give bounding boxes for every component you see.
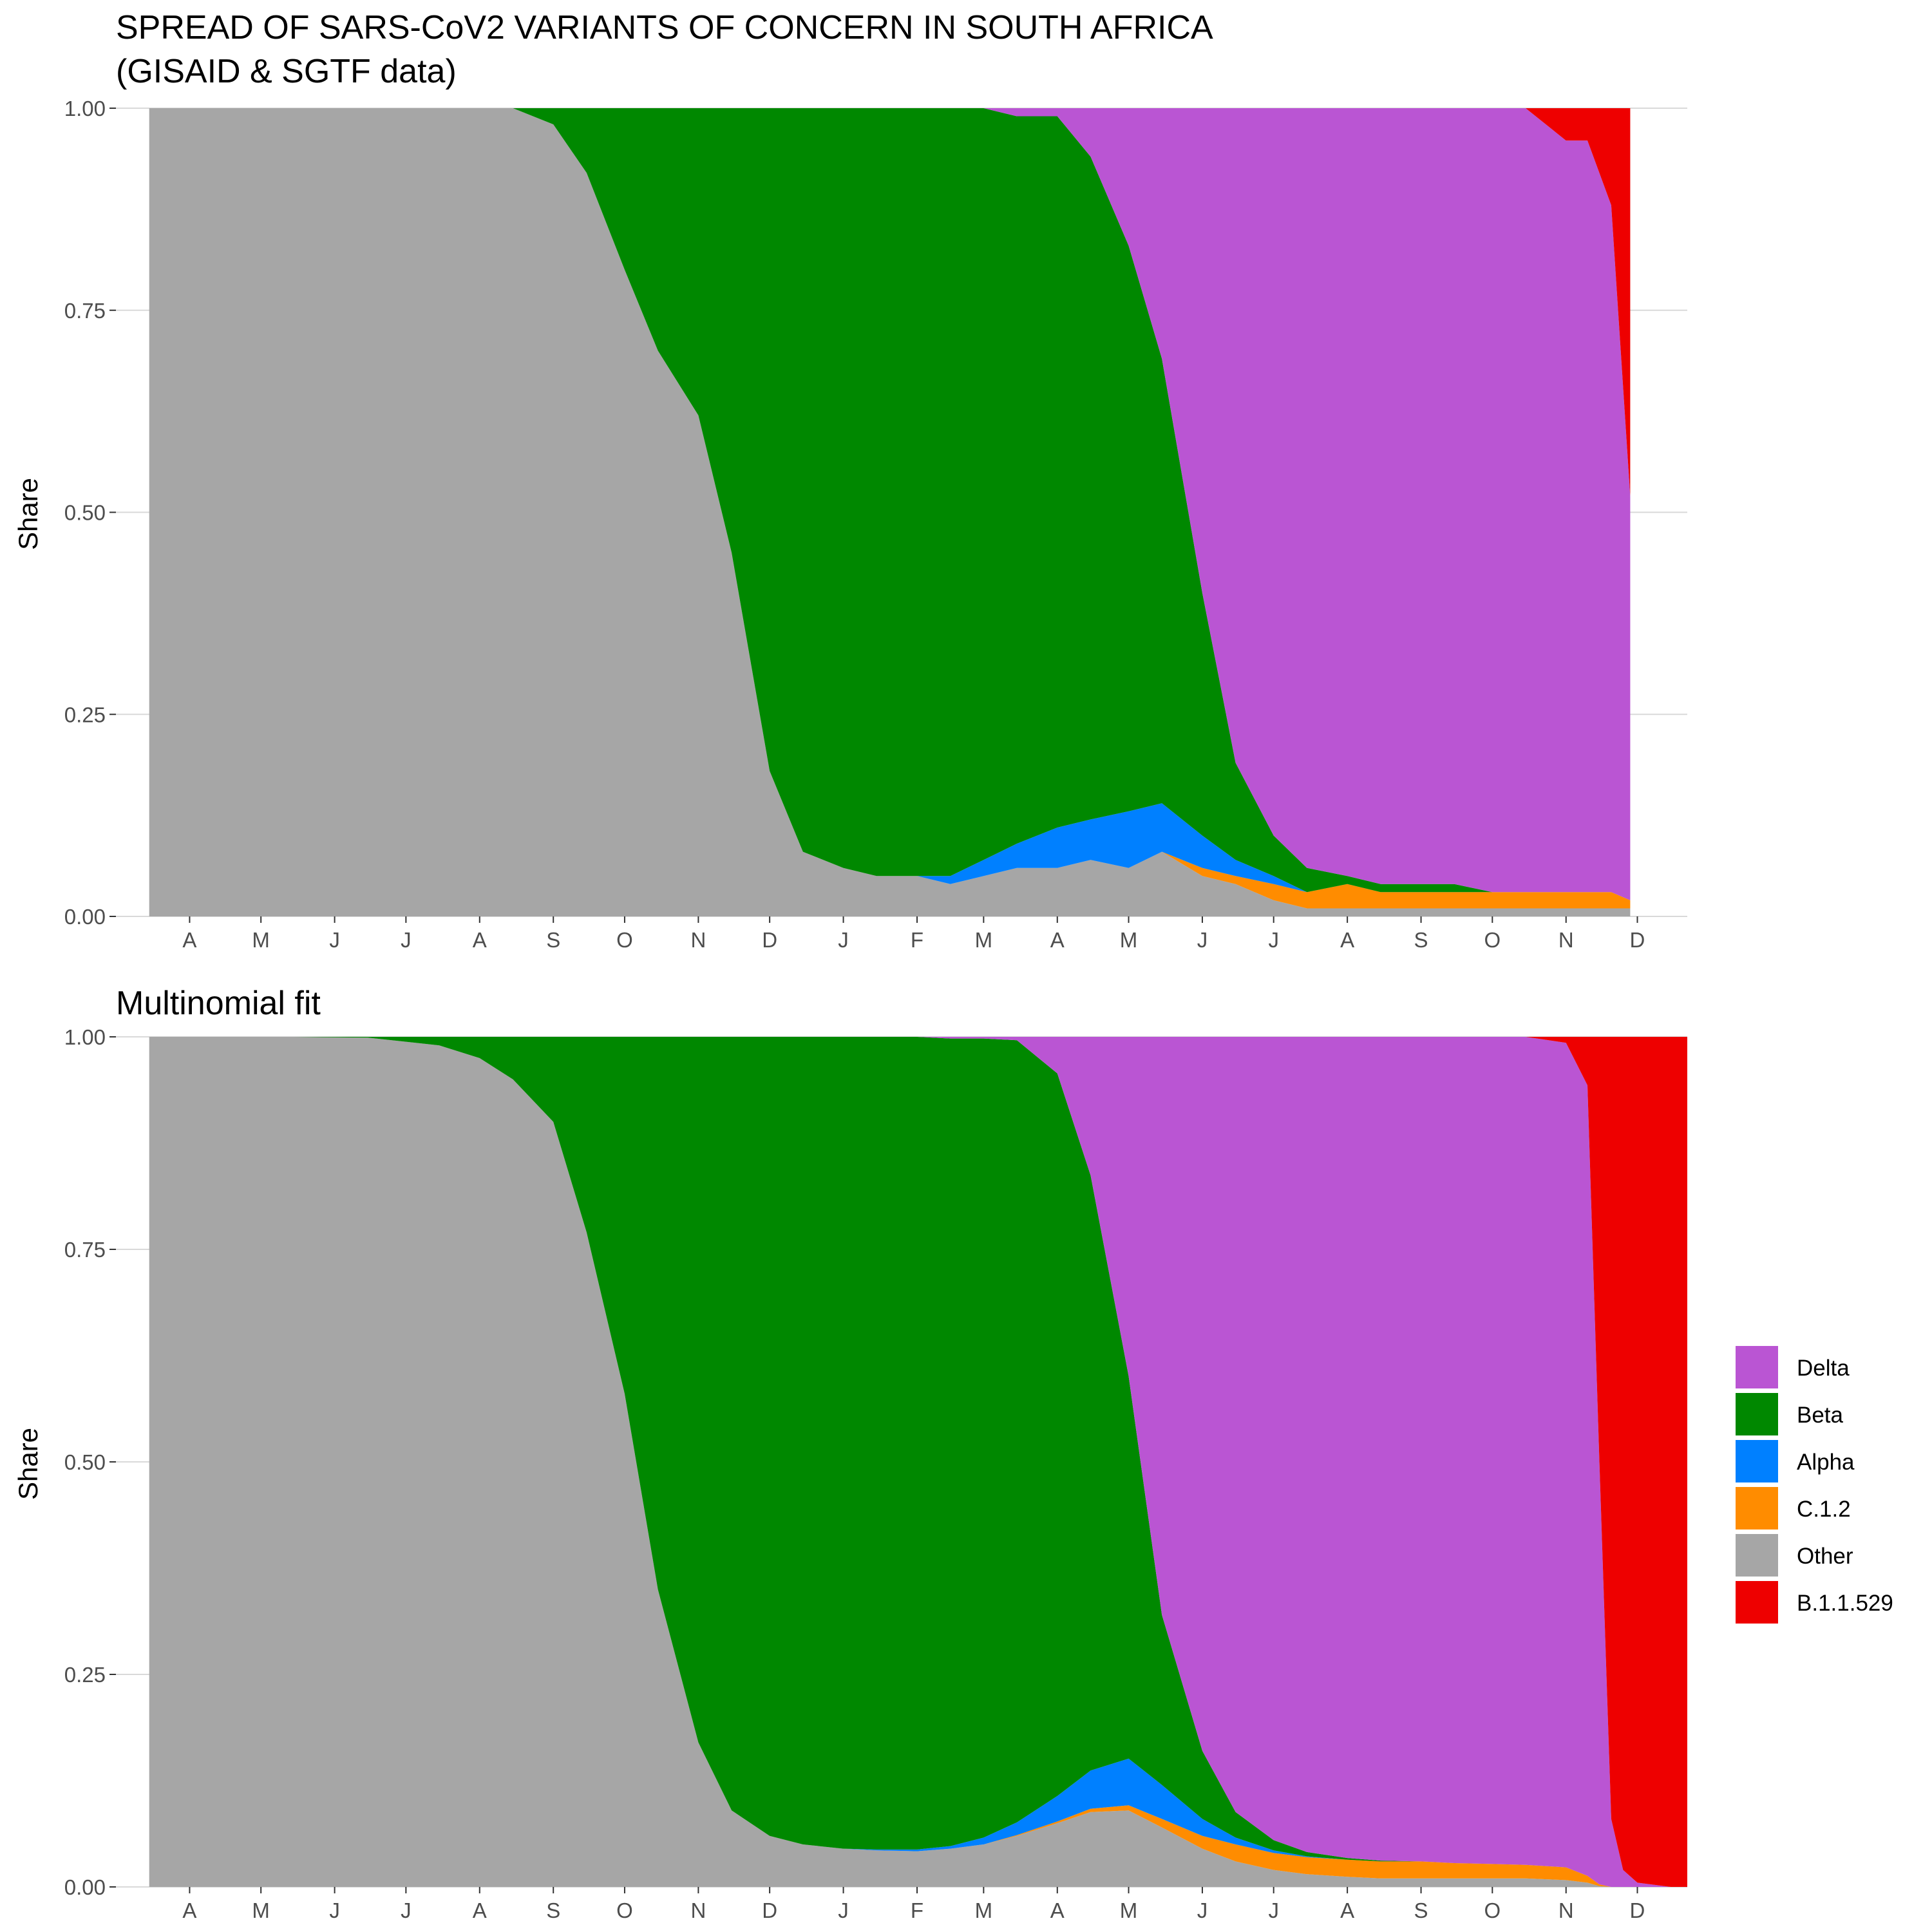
legend-swatch-beta (1736, 1393, 1778, 1435)
legend-label-alpha: Alpha (1797, 1450, 1855, 1475)
x-tick-label: N (1558, 1899, 1574, 1922)
x-tick-label: O (1484, 1899, 1501, 1922)
x-tick-label: S (1414, 928, 1428, 952)
series-area-other (149, 108, 1631, 916)
x-tick-label: J (401, 928, 412, 952)
y-tick-label: 0.00 (64, 905, 106, 929)
series-area-beta (149, 108, 1631, 900)
multinomial-fit-panel: Multinomial fit 0.00 0.25 0.50 0.75 1.00 A M J… (13, 985, 1688, 1922)
legend-swatch-other (1736, 1534, 1778, 1577)
y-tick-label: 1.00 (64, 1025, 106, 1049)
x-tick-label: N (690, 1899, 706, 1922)
x-tick-label: D (1630, 928, 1645, 952)
chart-title: SPREAD OF SARS-CoV2 VARIANTS OF CONCERN … (116, 9, 1213, 46)
x-tick-label: F (911, 1899, 923, 1922)
x-tick-label: A (473, 928, 487, 952)
legend-label-b-1-1-529: B.1.1.529 (1797, 1591, 1893, 1616)
x-tick-label: N (1558, 928, 1574, 952)
y-tick-label: 0.50 (64, 501, 106, 525)
legend-label-other: Other (1797, 1544, 1853, 1569)
x-tick-label: D (762, 1899, 777, 1922)
stacked-areas (149, 1037, 1688, 1887)
legend-swatch-alpha (1736, 1440, 1778, 1482)
x-tick-label: J (1268, 928, 1279, 952)
x-tick-label: A (1050, 1899, 1065, 1922)
x-tick-label: F (911, 928, 923, 952)
x-tick-label: J (1197, 1899, 1208, 1922)
x-tick-label: D (1630, 1899, 1645, 1922)
x-tick-label: A (1340, 1899, 1354, 1922)
x-tick-label: A (1340, 928, 1354, 952)
x-tick-label: A (1050, 928, 1065, 952)
series-area-delta (149, 1037, 1688, 1887)
x-tick-label: S (546, 1899, 560, 1922)
x-tick-label: M (975, 1899, 993, 1922)
x-tick-label: J (838, 1899, 849, 1922)
y-axis-label: Share (13, 1428, 43, 1500)
x-tick-label: J (1197, 928, 1208, 952)
series-area-beta (149, 1037, 1688, 1887)
legend-swatch-c-1-2 (1736, 1487, 1778, 1530)
x-tick-label: N (690, 928, 706, 952)
y-tick-label: 1.00 (64, 97, 106, 120)
x-tick-label: A (473, 1899, 487, 1922)
x-tick-label: M (252, 928, 270, 952)
y-tick-label: 0.75 (64, 1238, 106, 1262)
legend-label-c-1-2: C.1.2 (1797, 1497, 1851, 1522)
x-tick-label: M (975, 928, 993, 952)
x-tick-label: J (838, 928, 849, 952)
x-tick-label: S (546, 928, 560, 952)
y-axis: 0.00 0.25 0.50 0.75 1.00 (64, 97, 116, 929)
x-tick-label: S (1414, 1899, 1428, 1922)
y-tick-label: 0.75 (64, 299, 106, 323)
y-tick-label: 0.50 (64, 1450, 106, 1474)
x-tick-label: J (329, 1899, 340, 1922)
x-tick-label: O (616, 1899, 633, 1922)
series-area-other (149, 1037, 1688, 1887)
panel-title: Multinomial fit (116, 985, 321, 1022)
x-tick-label: M (1120, 928, 1138, 952)
x-tick-label: J (401, 1899, 412, 1922)
y-tick-label: 0.25 (64, 703, 106, 726)
x-tick-label: J (329, 928, 340, 952)
x-tick-label: J (1268, 1899, 1279, 1922)
y-tick-label: 0.25 (64, 1663, 106, 1687)
x-tick-label: M (252, 1899, 270, 1922)
x-tick-label: O (616, 928, 633, 952)
x-tick-label: O (1484, 928, 1501, 952)
series-area-delta (149, 108, 1631, 900)
stacked-areas (149, 108, 1631, 916)
observed-data-panel: SPREAD OF SARS-CoV2 VARIANTS OF CONCERN … (13, 9, 1687, 952)
legend-swatch-delta (1736, 1346, 1778, 1388)
y-axis: 0.00 0.25 0.50 0.75 1.00 (64, 1025, 116, 1899)
chart-subtitle: (GISAID & SGTF data) (116, 53, 457, 90)
x-tick-label: D (762, 928, 777, 952)
x-tick-label: A (182, 928, 196, 952)
x-tick-label: M (1120, 1899, 1138, 1922)
x-tick-label: A (182, 1899, 196, 1922)
legend-swatch-b-1-1-529 (1736, 1581, 1778, 1624)
legend: Delta Beta Alpha C.1.2 Other B.1.1.529 (1736, 1346, 1893, 1624)
legend-label-delta: Delta (1797, 1356, 1850, 1381)
y-tick-label: 0.00 (64, 1875, 106, 1899)
y-axis-label: Share (13, 478, 43, 550)
legend-label-beta: Beta (1797, 1403, 1844, 1428)
